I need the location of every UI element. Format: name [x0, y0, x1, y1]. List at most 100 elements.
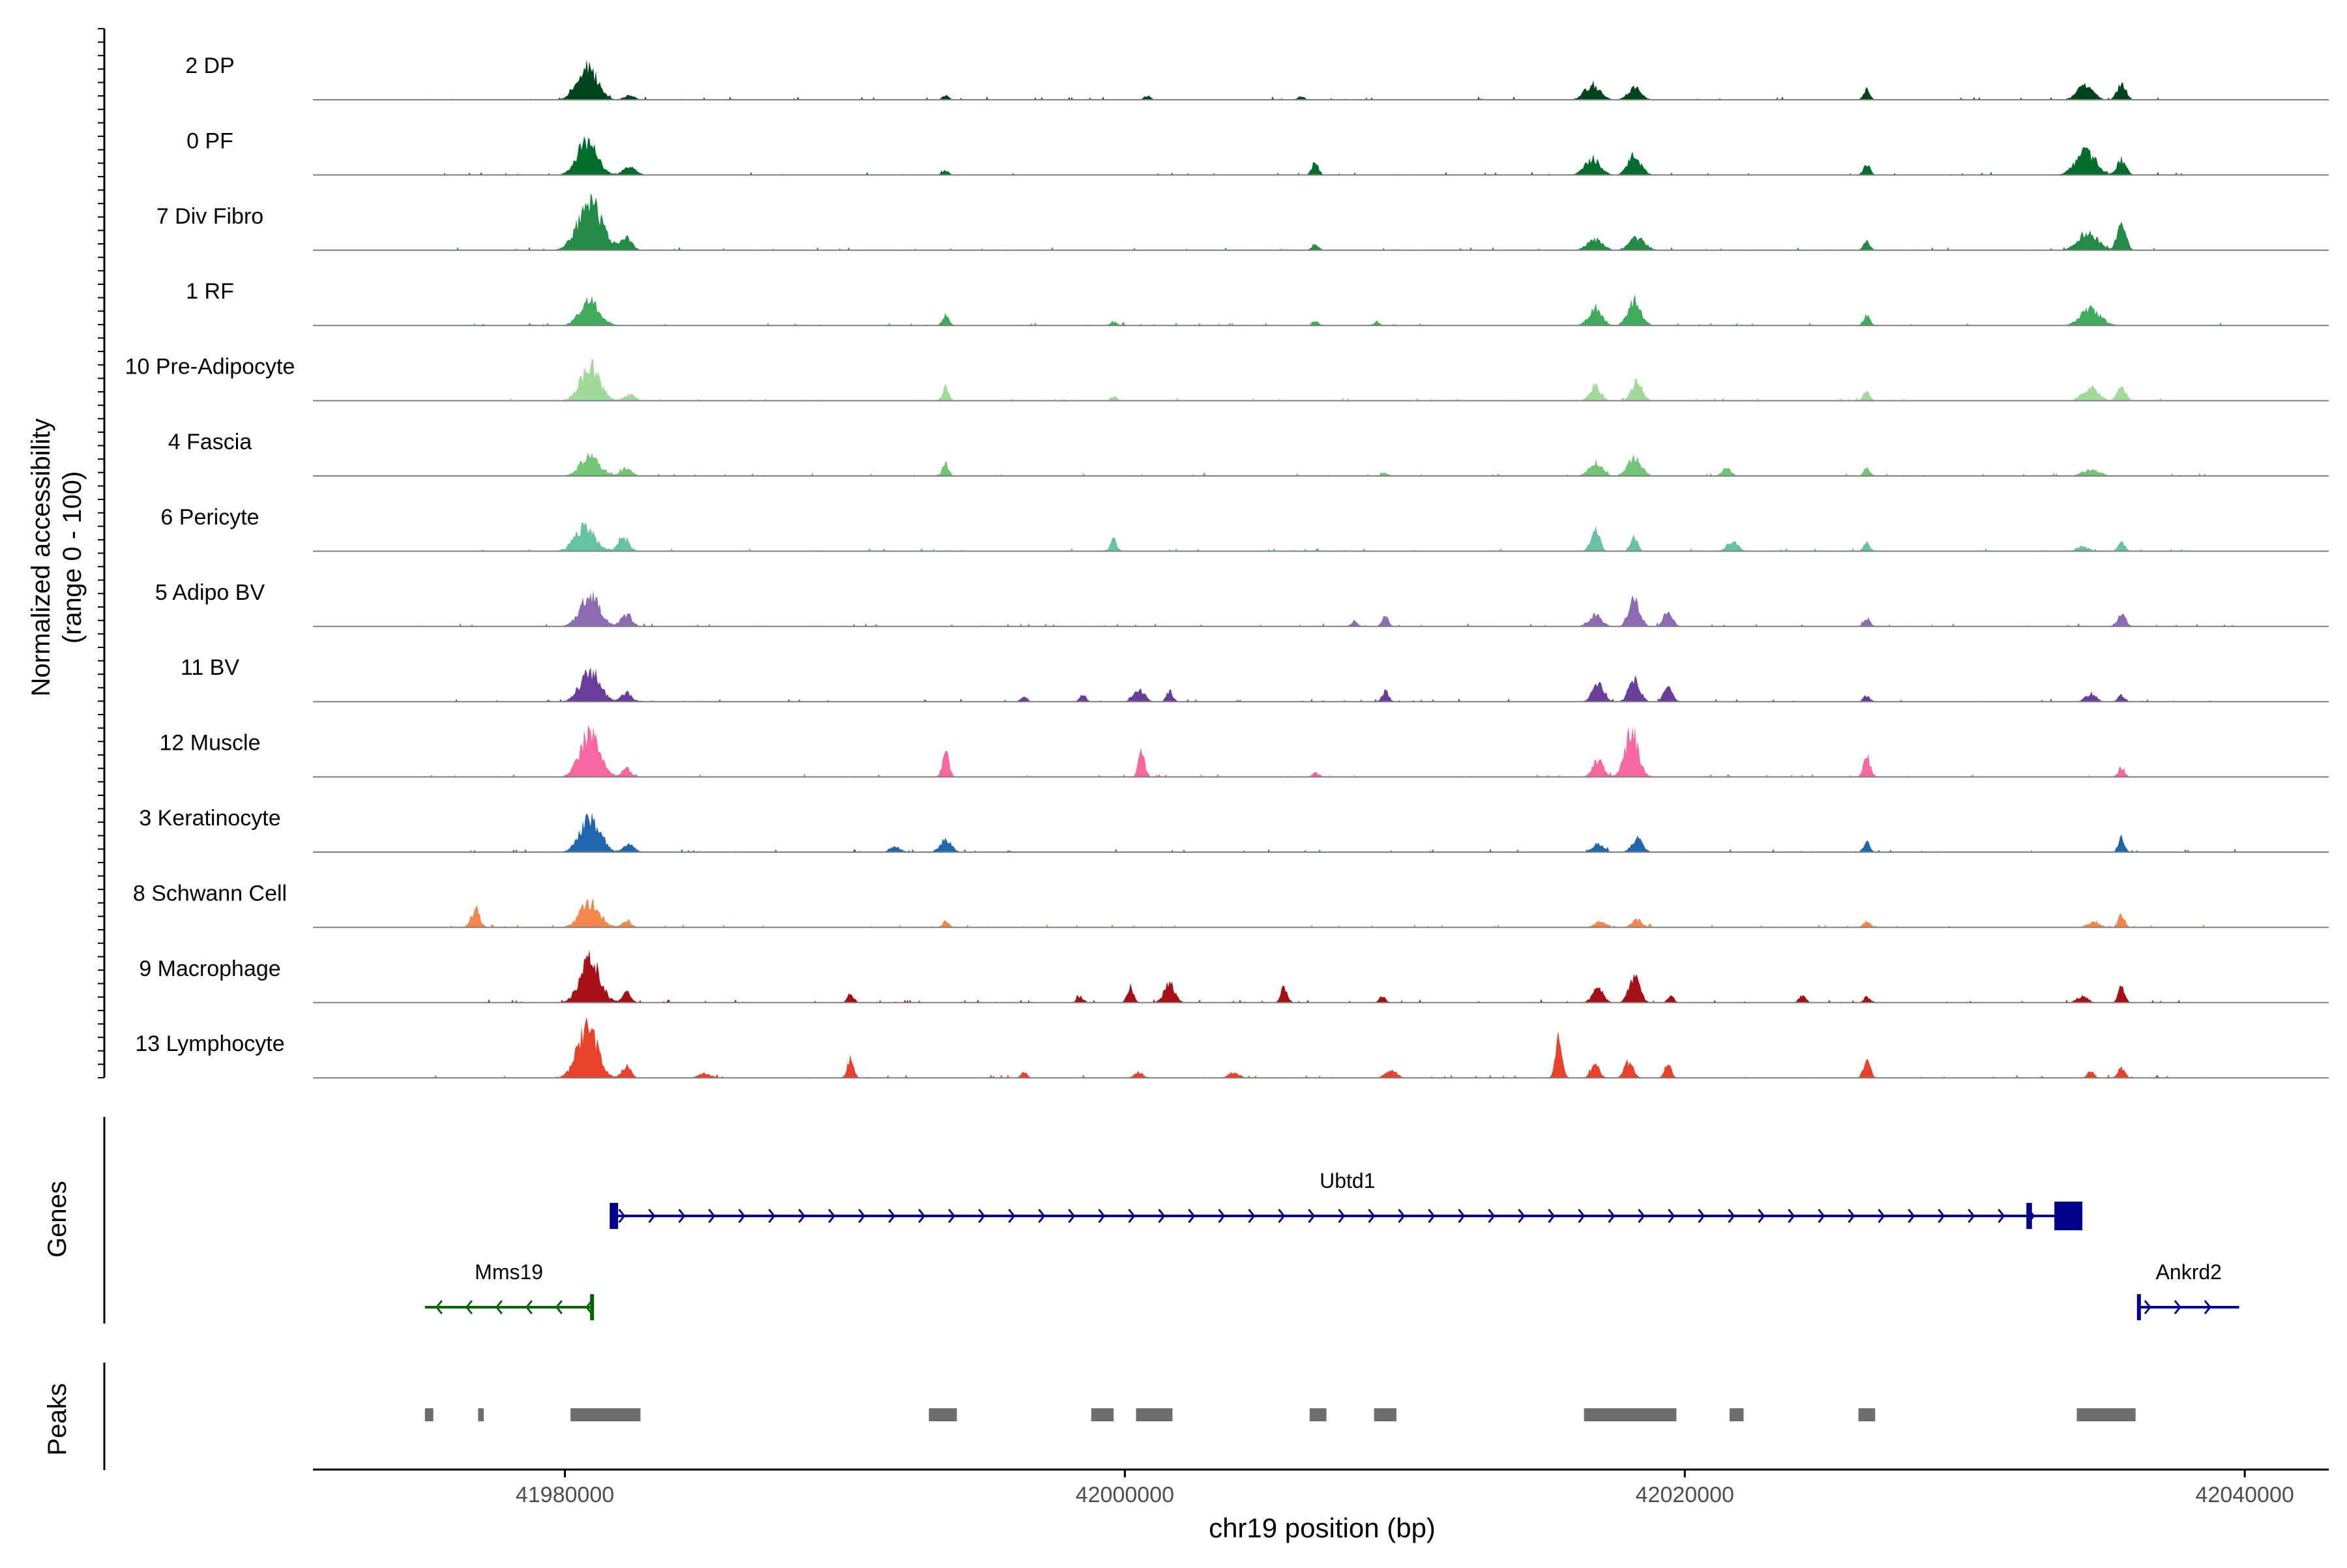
strand-chevron — [1758, 1209, 1765, 1223]
strand-chevron — [2204, 1300, 2211, 1314]
track-label: 13 Lymphocyte — [135, 1031, 284, 1056]
peak-region — [1584, 1408, 1677, 1421]
strand-chevron — [1518, 1209, 1526, 1223]
track-label: 7 Div Fibro — [156, 204, 263, 229]
gene-label: Mms19 — [475, 1260, 543, 1284]
peak-region — [1858, 1408, 1876, 1421]
coverage-area — [313, 294, 2329, 326]
peak-region — [1374, 1408, 1396, 1421]
x-tick-label: 41980000 — [516, 1483, 614, 1507]
strand-chevron — [1638, 1209, 1646, 1223]
peaks-panel-label: Peaks — [43, 1383, 72, 1455]
peak-region — [478, 1408, 484, 1421]
peak-region — [1309, 1408, 1327, 1421]
gene-ubtd1: Ubtd1 — [610, 1169, 2083, 1230]
strand-chevron — [1368, 1209, 1376, 1223]
peak-region — [1136, 1408, 1173, 1421]
coverage-area — [313, 522, 2329, 552]
strand-chevron — [738, 1209, 746, 1223]
gene-exon — [2136, 1294, 2141, 1320]
peak-region — [424, 1408, 434, 1421]
strand-chevron — [1908, 1209, 1915, 1223]
strand-chevron — [1428, 1209, 1436, 1223]
track-label: 1 RF — [186, 279, 234, 304]
track-label: 10 Pre-Adipocyte — [125, 355, 295, 379]
y-axis-title-line1: Normalized accessibility — [27, 419, 55, 697]
strand-chevron — [1248, 1209, 1256, 1223]
strand-chevron — [1458, 1209, 1466, 1223]
gene-label: Ankrd2 — [2156, 1260, 2222, 1284]
peak-region — [2076, 1408, 2136, 1421]
strand-chevron — [1308, 1209, 1316, 1223]
strand-chevron — [1128, 1209, 1136, 1223]
coverage-area — [313, 724, 2329, 777]
gene-exon — [2026, 1203, 2032, 1229]
track-5: 10 Pre-Adipocyte — [125, 355, 2329, 402]
peaks-layer — [103, 1363, 2136, 1470]
gene-exon — [2054, 1202, 2083, 1230]
track-4: 1 RF — [186, 279, 2329, 327]
x-axis: 41980000 42000000 42020000 42040000 — [313, 1468, 2329, 1507]
strand-chevron — [435, 1300, 443, 1314]
strand-chevron — [678, 1209, 686, 1223]
peak-region — [928, 1408, 957, 1421]
strand-chevron — [555, 1300, 563, 1314]
gene-mms19: Mms19 — [424, 1260, 595, 1320]
strand-chevron — [648, 1209, 656, 1223]
track-11: 3 Keratinocyte — [139, 806, 2329, 853]
peak-region — [1729, 1408, 1744, 1421]
coverage-area — [313, 949, 2329, 1003]
track-label: 0 PF — [186, 128, 233, 153]
track-label: 11 BV — [181, 655, 239, 680]
strand-chevron — [1008, 1209, 1016, 1223]
x-tick-label: 42040000 — [2196, 1483, 2294, 1507]
x-tick-label: 42020000 — [1636, 1483, 1734, 1507]
track-label: 12 Muscle — [160, 731, 261, 756]
gene-exon — [590, 1294, 595, 1320]
strand-chevron — [465, 1300, 473, 1314]
track-14: 13 Lymphocyte — [135, 1017, 2329, 1079]
strand-chevron — [1878, 1209, 1885, 1223]
strand-chevron — [2174, 1300, 2181, 1314]
track-7: 6 Pericyte — [160, 505, 2329, 552]
track-label: 9 Macrophage — [139, 956, 280, 981]
strand-chevron — [1578, 1209, 1586, 1223]
coverage-area — [313, 452, 2329, 476]
x-axis-title: chr19 position (bp) — [1209, 1513, 1436, 1543]
track-8: 5 Adipo BV — [155, 580, 2329, 627]
track-12: 8 Schwann Cell — [133, 881, 2329, 928]
strand-chevron — [1398, 1209, 1406, 1223]
gene-ankrd2: Ankrd2 — [2136, 1260, 2239, 1320]
strand-chevron — [1278, 1209, 1286, 1223]
strand-chevron — [1608, 1209, 1616, 1223]
coverage-area — [313, 812, 2329, 852]
strand-chevron — [1188, 1209, 1196, 1223]
genes-layer: Ubtd1 Mms19 Ankrd2 — [103, 1117, 2239, 1324]
track-1: 2 DP — [185, 53, 2329, 100]
strand-chevron — [495, 1300, 503, 1314]
strand-chevron — [948, 1209, 956, 1223]
gene-exon — [610, 1203, 619, 1229]
strand-chevron — [768, 1209, 776, 1223]
strand-chevron — [1098, 1209, 1106, 1223]
strand-chevron — [618, 1209, 626, 1223]
track-2: 0 PF — [186, 128, 2329, 176]
track-label: 5 Adipo BV — [155, 580, 265, 605]
track-3: 7 Div Fibro — [156, 193, 2329, 251]
track-6: 4 Fascia — [168, 430, 2329, 477]
strand-chevron — [1068, 1209, 1076, 1223]
strand-chevron — [828, 1209, 836, 1223]
strand-chevron — [1848, 1209, 1855, 1223]
strand-chevron — [1338, 1209, 1346, 1223]
track-label: 4 Fascia — [168, 430, 252, 454]
track-label: 8 Schwann Cell — [133, 881, 287, 906]
strand-chevron — [1728, 1209, 1735, 1223]
gene-label: Ubtd1 — [1320, 1169, 1375, 1192]
strand-chevron — [1938, 1209, 1945, 1223]
strand-chevron — [798, 1209, 806, 1223]
track-label: 3 Keratinocyte — [139, 806, 280, 831]
strand-chevron — [1548, 1209, 1556, 1223]
y-axis-title-line2: (range 0 - 100) — [58, 471, 87, 644]
